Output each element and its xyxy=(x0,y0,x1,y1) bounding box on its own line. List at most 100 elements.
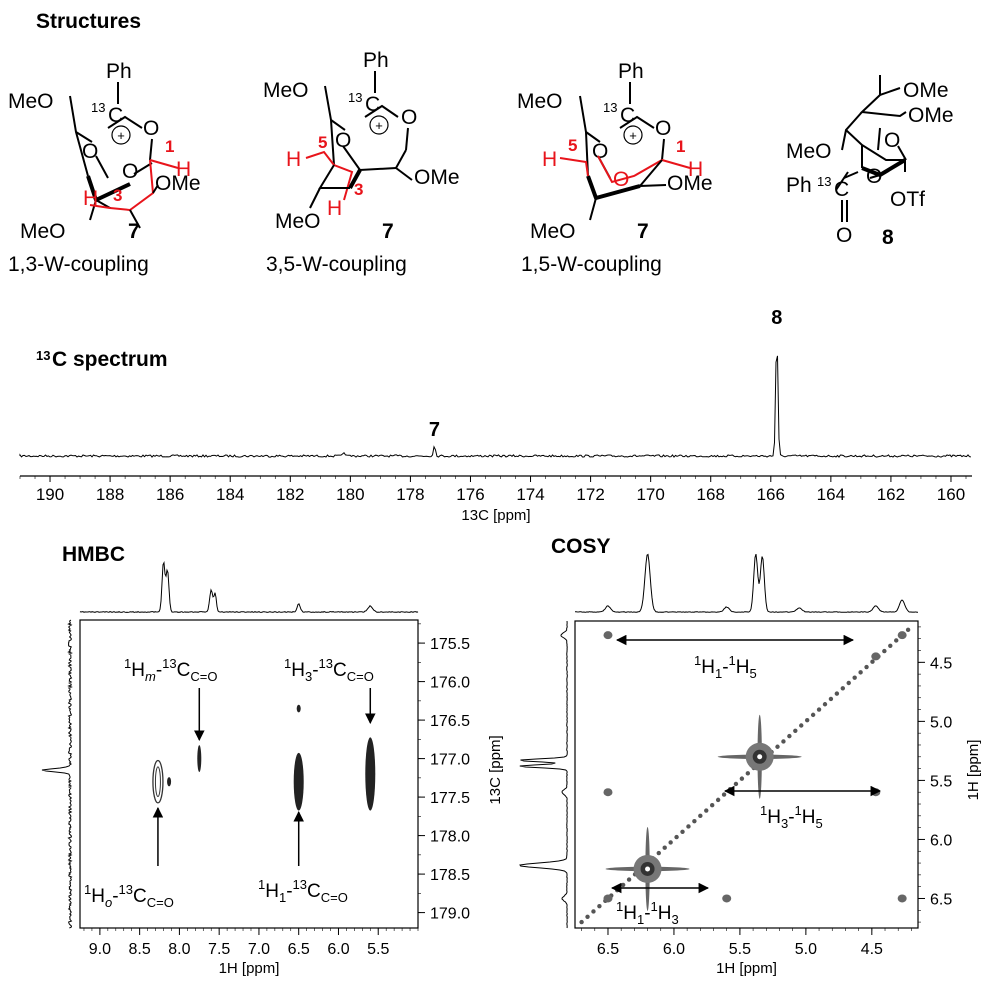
label-part: 13 xyxy=(162,656,176,671)
label-part: C xyxy=(307,881,321,902)
annotation-h1-c: 1H1-13CC=O xyxy=(258,877,348,905)
diagonal-dot xyxy=(585,914,590,919)
meo-label: MeO xyxy=(786,140,832,163)
annotation-ho-c: 1Ho-13CC=O xyxy=(84,882,174,910)
label-part: 1 xyxy=(651,899,658,914)
label-part: H xyxy=(91,886,105,907)
meo-bottom-label: MeO xyxy=(275,210,321,233)
x-tick-label: 176 xyxy=(456,485,484,504)
x-axis-label: 1H [ppm] xyxy=(219,960,280,977)
cross-peak xyxy=(197,745,202,773)
hmbc-title: HMBC xyxy=(62,543,125,566)
x-tick-label: 166 xyxy=(757,485,785,504)
isotope-label: 13 xyxy=(603,100,617,115)
label-part: - xyxy=(112,886,118,907)
cosy-title: COSY xyxy=(551,535,611,558)
ome-label: OMe xyxy=(667,172,713,195)
structures-title: Structures xyxy=(36,10,141,33)
y-tick-label: 177.5 xyxy=(430,790,470,807)
label-part: - xyxy=(722,657,728,678)
cross-peak xyxy=(154,766,161,798)
compound-number: 8 xyxy=(882,226,894,249)
diagonal-dot xyxy=(775,744,780,749)
cosy-plot: 4.55.05.56.06.51H [ppm]6.5 6.0 5.5 5.0 4.51H… xyxy=(519,553,982,977)
x-tick-label: 162 xyxy=(877,485,905,504)
position-5-label: 5 xyxy=(568,136,577,155)
cation-circle xyxy=(369,115,389,135)
diagonal-dot xyxy=(822,702,828,707)
cross-peak xyxy=(603,894,613,903)
diagonal-dot xyxy=(704,808,709,813)
label-part: 3 xyxy=(672,912,679,927)
isotope-label: 13 xyxy=(348,90,362,105)
phenyl-label: Ph xyxy=(106,60,132,83)
label-part: - xyxy=(156,660,162,681)
label-part: 1 xyxy=(279,890,286,905)
cross-peak xyxy=(871,788,881,797)
diagonal-dot xyxy=(804,717,810,723)
y-tick-label: 178.0 xyxy=(430,829,470,846)
cross-peak xyxy=(722,894,732,903)
h-label: H xyxy=(176,158,191,181)
diagonal-dot xyxy=(668,840,673,845)
c13-title: C spectrum xyxy=(52,348,168,371)
x-tick-label: 174 xyxy=(516,485,544,504)
label-part: C=O xyxy=(321,890,348,905)
label-part: - xyxy=(286,881,292,902)
diagonal-dot xyxy=(781,739,786,744)
y-tick-label: 6.5 xyxy=(930,891,952,908)
plot-frame xyxy=(574,620,919,929)
diagonal-dot xyxy=(888,643,893,648)
position-1-label: 1 xyxy=(676,137,685,156)
ring-oxygen: O xyxy=(592,140,608,163)
x-tick-label: 6.5 xyxy=(597,941,619,958)
label-part: - xyxy=(788,807,794,828)
f2-projection xyxy=(79,560,419,613)
x-tick-label: 7.5 xyxy=(208,941,230,958)
diagonal-dot xyxy=(739,776,745,781)
annotation-h1-h5: 1H1-1H5 xyxy=(694,653,757,681)
y-axis-label: 13C [ppm] xyxy=(487,735,504,804)
compound-number: 7 xyxy=(637,220,649,243)
x-tick-label: 8.0 xyxy=(168,941,190,958)
f2-projection xyxy=(575,553,918,613)
annotation-h1-h3: 1H1-1H3 xyxy=(616,899,679,927)
diagonal-dot xyxy=(686,824,691,829)
y-tick-label: 178.5 xyxy=(430,867,470,884)
x-tick-label: 182 xyxy=(276,485,304,504)
phenyl-label: Ph xyxy=(618,60,644,83)
label-part: 1 xyxy=(84,882,91,897)
diagonal-dot xyxy=(721,792,727,797)
ring-oxygen: O xyxy=(884,129,900,152)
diagonal-dot xyxy=(846,680,851,686)
cation-plus: + xyxy=(117,128,125,143)
diagonal-dot xyxy=(799,723,804,728)
label-part: 13 xyxy=(119,882,133,897)
meo-top-label: MeO xyxy=(517,90,563,113)
x-tick-label: 188 xyxy=(96,485,124,504)
x-tick-label: 5.0 xyxy=(795,941,817,958)
label-part: C xyxy=(133,886,147,907)
diagonal-dot xyxy=(882,648,887,654)
label-part: 1 xyxy=(616,899,623,914)
label-part: H xyxy=(802,807,816,828)
compound-number: 7 xyxy=(382,220,394,243)
label-part: H xyxy=(658,903,672,924)
ring-oxygen: O xyxy=(122,160,138,183)
hmbc-plot: 175.5 176.0 176.5 177.0 177.5 178.0 178.5 179.0… xyxy=(41,560,504,977)
cross-peak xyxy=(897,894,907,903)
cross-peak xyxy=(296,704,301,713)
phenyl-label: Ph xyxy=(786,174,812,197)
cross-peak xyxy=(152,759,164,804)
meo-top-label: MeO xyxy=(8,90,54,113)
coupling-caption: 1,5-W-coupling xyxy=(521,253,662,276)
meo-top-label: MeO xyxy=(263,79,309,102)
label-part: 1 xyxy=(124,656,131,671)
cross-peak xyxy=(167,777,172,787)
x-tick-label: 180 xyxy=(336,485,364,504)
diagonal-dot xyxy=(597,903,602,909)
diagonal-dot xyxy=(787,733,792,739)
label-part: H xyxy=(701,657,715,678)
phenyl-label: Ph xyxy=(363,49,389,72)
diagonal-dot xyxy=(870,659,875,664)
